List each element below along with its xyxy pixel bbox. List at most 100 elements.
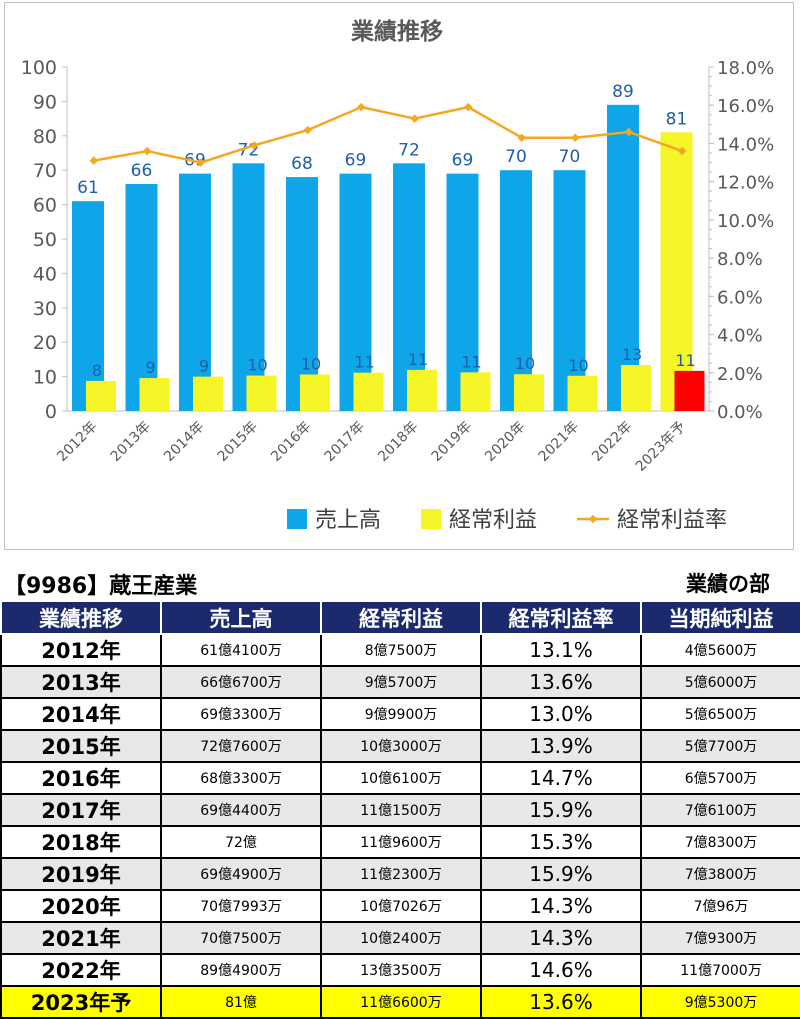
cell-ordinary-profit: 8億7500万 — [320, 633, 482, 667]
profit-data-label: 13 — [622, 345, 642, 364]
x-tick-label: 2014年 — [161, 419, 207, 465]
x-tick-label: 2023年予 — [633, 419, 689, 475]
y2-tick-label: 16.0% — [717, 96, 774, 117]
column-header-ordinary-profit: 経常利益 — [320, 600, 482, 635]
cell-sales: 81億 — [160, 985, 322, 1019]
performance-chart: 業績推移 0 10 20 30 40 50 60 70 80 90 100 0.0% 2.0% 4.0% 6.… — [21, 18, 774, 533]
sales-data-label: 89 — [612, 82, 634, 102]
y-tick-label: 0 — [45, 401, 57, 423]
table-row: 2023年予 81億 11億6600万 13.6% 9億5300万 — [0, 985, 800, 1019]
cell-year: 2017年 — [0, 793, 162, 827]
x-tick-label: 2016年 — [268, 419, 314, 465]
ordinary-profit-bar — [86, 380, 116, 411]
cell-ordinary-profit: 10億2400万 — [320, 921, 482, 955]
table-title-row: 【9986】蔵王産業 業績の部 — [0, 568, 800, 599]
cell-net-income: 6億5700万 — [640, 761, 800, 795]
table-row: 2017年 69億4400万 11億1500万 15.9% 7億6100万 — [0, 793, 800, 827]
cell-net-income: 5億6500万 — [640, 697, 800, 731]
x-tick-label: 2020年 — [482, 419, 528, 465]
cell-year: 2013年 — [0, 665, 162, 699]
ordinary-profit-bar — [407, 369, 437, 411]
cell-sales: 72億7600万 — [160, 729, 322, 763]
cell-net-income: 9億5300万 — [640, 985, 800, 1019]
x-tick-label: 2022年 — [589, 419, 635, 465]
y-tick-label: 30 — [33, 298, 57, 320]
cell-net-income: 7億8300万 — [640, 825, 800, 859]
y2-tick-label: 8.0% — [717, 249, 763, 270]
y2-tick-label: 10.0% — [717, 211, 774, 232]
cell-year: 2015年 — [0, 729, 162, 763]
sales-data-label: 70 — [505, 147, 527, 167]
y2-tick-label: 14.0% — [717, 134, 774, 155]
sales-bar — [393, 163, 425, 411]
table-row: 2019年 69億4900万 11億2300万 15.9% 7億3800万 — [0, 857, 800, 891]
profit-data-label: 11 — [408, 350, 428, 369]
cell-net-income: 5億6000万 — [640, 665, 800, 699]
cell-net-income: 7億9300万 — [640, 921, 800, 955]
cell-year: 2022年 — [0, 953, 162, 987]
legend-sales-label: 売上高 — [315, 508, 381, 533]
y-tick-label: 90 — [33, 91, 57, 113]
cell-ordinary-profit: 10億7026万 — [320, 889, 482, 923]
cell-ordinary-profit: 11億9600万 — [320, 825, 482, 859]
x-tick-label: 2021年 — [536, 419, 582, 465]
profit-data-label: 9 — [199, 357, 209, 376]
cell-profit-rate: 14.7% — [480, 761, 642, 795]
sales-bar — [500, 170, 532, 411]
profit-rate-line — [93, 105, 683, 164]
cell-year: 2019年 — [0, 857, 162, 891]
ordinary-profit-bar — [460, 372, 491, 411]
sales-data-label: 69 — [345, 151, 367, 171]
legend-sales-swatch — [287, 509, 307, 529]
sales-bar — [446, 173, 479, 411]
sales-bar — [72, 201, 104, 411]
sales-bar — [553, 170, 586, 411]
x-tick-label: 2018年 — [375, 419, 421, 465]
profit-rate-marker — [357, 102, 366, 112]
sales-bar — [607, 104, 639, 411]
sales-data-label: 61 — [77, 178, 99, 198]
x-tick-label: 2015年 — [215, 419, 261, 465]
cell-net-income: 7億6100万 — [640, 793, 800, 827]
performance-table: 業績推移 売上高 経常利益 経常利益率 当期純利益 2012年 61億4100万 8… — [0, 600, 800, 1019]
y-tick-label: 60 — [33, 195, 57, 217]
y-tick-label: 50 — [33, 229, 57, 251]
cell-sales: 70億7500万 — [160, 921, 322, 955]
cell-ordinary-profit: 9億9900万 — [320, 697, 482, 731]
cell-profit-rate: 13.6% — [480, 985, 642, 1019]
table-row: 2022年 89億4900万 13億3500万 14.6% 11億7000万 — [0, 953, 800, 987]
legend-rate-marker — [588, 514, 598, 524]
cell-sales: 70億7993万 — [160, 889, 322, 923]
cell-sales: 69億3300万 — [160, 697, 322, 731]
sales-data-label: 66 — [131, 161, 153, 181]
cell-sales: 69億4400万 — [160, 793, 322, 827]
chart-title: 業績推移 — [350, 18, 443, 45]
ordinary-profit-bar — [246, 375, 277, 411]
cell-sales: 69億4900万 — [160, 857, 322, 891]
column-header-sales: 売上高 — [160, 600, 322, 635]
cell-year: 2018年 — [0, 825, 162, 859]
x-tick-label: 2013年 — [108, 419, 154, 465]
cell-sales: 68億3300万 — [160, 761, 322, 795]
cell-profit-rate: 14.3% — [480, 921, 642, 955]
y2-tick-label: 12.0% — [717, 173, 774, 194]
x-tick-label: 2019年 — [429, 419, 475, 465]
profit-data-label: 10 — [568, 356, 588, 375]
y2-tick-label: 0.0% — [717, 402, 763, 423]
ordinary-profit-bar — [300, 374, 330, 411]
y-tick-label: 80 — [33, 126, 57, 148]
cell-ordinary-profit: 9億5700万 — [320, 665, 482, 699]
cell-net-income: 11億7000万 — [640, 953, 800, 987]
cell-profit-rate: 15.9% — [480, 793, 642, 827]
profit-data-label: 9 — [145, 358, 155, 377]
sales-bar — [286, 177, 318, 411]
profit-rate-marker — [143, 146, 152, 156]
profit-rate-marker — [89, 156, 98, 165]
profit-data-label: 11 — [675, 351, 695, 370]
y2-tick-label: 2.0% — [717, 364, 763, 385]
cell-net-income: 7億3800万 — [640, 857, 800, 891]
sales-bar — [339, 173, 372, 411]
sales-data-label: 69 — [452, 151, 474, 171]
ordinary-profit-bar — [567, 375, 598, 411]
cell-year: 2020年 — [0, 889, 162, 923]
